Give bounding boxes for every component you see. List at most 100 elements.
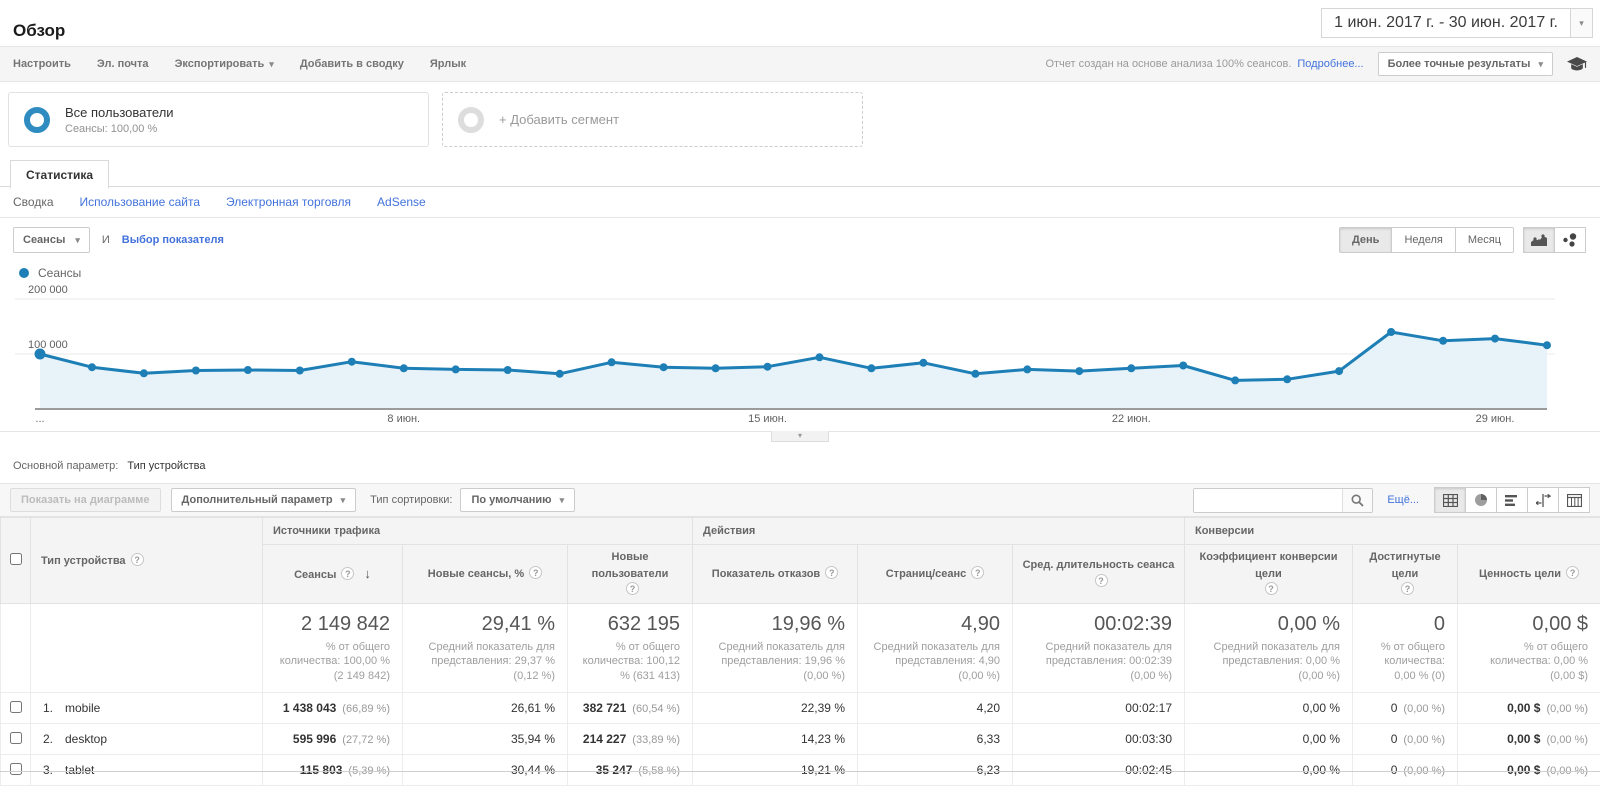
help-icon[interactable]: ? [1401, 582, 1414, 595]
granularity-group: День Неделя Месяц [1339, 227, 1514, 253]
metric-cell: 30,44 % [403, 755, 568, 786]
subnav-item-summary[interactable]: Сводка [13, 195, 54, 209]
legend-label: Сеансы [38, 266, 81, 280]
granularity-month-button[interactable]: Месяц [1455, 227, 1514, 253]
metric-cell: 595 996(27,72 %) [263, 724, 403, 755]
toolbar-item-add-to-dashboard[interactable]: Добавить в сводку [300, 58, 404, 70]
secondary-dimension-dropdown[interactable]: Дополнительный параметр ▾ [171, 488, 357, 512]
help-icon[interactable]: ? [626, 582, 639, 595]
comparison-view-button[interactable] [1527, 487, 1559, 513]
x-axis-tick: 22 июн. [1112, 413, 1151, 425]
column-header-new-users[interactable]: Новые пользователи? [568, 545, 693, 604]
toolbar-item-customize[interactable]: Настроить [13, 58, 71, 70]
help-icon[interactable]: ? [131, 553, 144, 566]
column-header-bounce-rate[interactable]: Показатель отказов? [693, 545, 858, 604]
chart-point [1231, 376, 1239, 384]
column-header-sessions[interactable]: Сеансы?↓ [263, 545, 403, 604]
segment-all-users[interactable]: Все пользователи Сеансы: 100,00 % [8, 92, 429, 147]
help-icon[interactable]: ? [1566, 566, 1579, 579]
grid-icon [1443, 494, 1458, 507]
metric-cell: 0,00 $(0,00 %) [1458, 693, 1600, 724]
chevron-down-icon: ▾ [269, 60, 274, 69]
granularity-week-button[interactable]: Неделя [1391, 227, 1455, 253]
row-checkbox[interactable] [10, 732, 22, 744]
segments-bar: Все пользователи Сеансы: 100,00 % + Доба… [0, 82, 1600, 159]
select-all-checkbox[interactable] [10, 553, 22, 565]
date-range-picker[interactable]: 1 июн. 2017 г. - 30 июн. 2017 г. ▾ [1321, 8, 1593, 38]
row-checkbox[interactable] [10, 701, 22, 713]
chevron-down-icon: ▾ [1538, 60, 1543, 69]
advanced-filter-link[interactable]: Ещё... [1387, 494, 1419, 506]
chart-point [1075, 367, 1083, 375]
toolbar-item-export[interactable]: Экспортировать▾ [175, 58, 274, 70]
help-icon[interactable]: ? [971, 566, 984, 579]
chart-point [712, 364, 720, 372]
chart-point [1491, 335, 1499, 343]
select-metric-link[interactable]: Выбор показателя [122, 234, 224, 246]
primary-dimension-row: Основной параметр: Тип устройства [0, 445, 1600, 483]
metric-cell: 382 721(60,54 %) [568, 693, 693, 724]
column-header-goal-value[interactable]: Ценность цели? [1458, 545, 1600, 604]
metric-cell: 0(0,00 %) [1353, 755, 1458, 786]
column-header-goal-completions[interactable]: Достигнутые цели? [1353, 545, 1458, 604]
dimension-column-header[interactable]: Тип устройства? [31, 518, 263, 604]
bubble-chart-icon [1562, 233, 1578, 247]
summary-pages-session: 4,90 [870, 613, 1000, 636]
metric-cell: 19,21 % [693, 755, 858, 786]
help-icon[interactable]: ? [1095, 574, 1108, 587]
percentage-view-button[interactable] [1465, 487, 1497, 513]
column-header-goal-conversion-rate[interactable]: Коэффициент конверсии цели? [1185, 545, 1353, 604]
summary-row: 2 149 842% от общего количества: 100,00 … [1, 603, 1600, 693]
table-search-input[interactable] [1194, 489, 1342, 512]
x-axis-tick: 15 июн. [748, 413, 787, 425]
table-view-button[interactable] [1434, 487, 1466, 513]
x-axis-labels: ...8 июн.15 июн.22 июн.29 июн. [15, 413, 1555, 429]
sort-desc-icon[interactable]: ↓ [364, 566, 371, 581]
search-button[interactable] [1342, 489, 1372, 512]
graduation-cap-icon[interactable] [1567, 57, 1587, 72]
chart-point [608, 358, 616, 366]
add-segment-label: + Добавить сегмент [499, 112, 619, 127]
motion-chart-view-button[interactable] [1554, 227, 1586, 253]
metric-cell: 0(0,00 %) [1353, 693, 1458, 724]
toolbar-item-email[interactable]: Эл. почта [97, 58, 149, 70]
group-header-behavior: Действия [693, 518, 1185, 545]
help-icon[interactable]: ? [341, 567, 354, 580]
column-header-pages-session[interactable]: Страниц/сеанс? [858, 545, 1013, 604]
column-header-avg-duration[interactable]: Сред. длительность сеанса? [1013, 545, 1185, 604]
sampling-more-link[interactable]: Подробнее... [1297, 58, 1363, 70]
line-chart-view-button[interactable] [1523, 227, 1555, 253]
pivot-view-button[interactable] [1558, 487, 1590, 513]
bars-icon [1505, 494, 1519, 507]
search-icon [1351, 494, 1364, 507]
performance-view-button[interactable] [1496, 487, 1528, 513]
sort-type-dropdown[interactable]: По умолчанию ▾ [460, 488, 575, 512]
date-range-dropdown-icon[interactable]: ▾ [1570, 9, 1592, 37]
plot-rows-button[interactable]: Показать на диаграмме [10, 488, 161, 512]
metric-select[interactable]: Сеансы ▾ [13, 227, 90, 253]
chart-collapse-handle[interactable]: ▾ [771, 431, 829, 442]
toolbar-item-shortcut[interactable]: Ярлык [430, 58, 466, 70]
x-axis-tick: 8 июн. [387, 413, 420, 425]
add-segment-button[interactable]: + Добавить сегмент [442, 92, 863, 147]
granularity-day-button[interactable]: День [1339, 227, 1393, 253]
metric-cell: 6,23 [858, 755, 1013, 786]
row-checkbox[interactable] [10, 763, 22, 775]
subnav-item-ecommerce[interactable]: Электронная торговля [226, 195, 351, 209]
segment-donut-icon [24, 107, 50, 133]
precision-dropdown[interactable]: Более точные результаты ▾ [1378, 52, 1553, 76]
primary-dimension-value[interactable]: Тип устройства [127, 460, 205, 472]
help-icon[interactable]: ? [1265, 582, 1278, 595]
tab-statistics[interactable]: Статистика [10, 160, 109, 189]
summary-new-sessions: 29,41 % [415, 613, 555, 636]
help-icon[interactable]: ? [529, 566, 542, 579]
metric-cell: 115 803(5,39 %) [263, 755, 403, 786]
metric-cell: 00:02:45 [1013, 755, 1185, 786]
column-header-new-sessions[interactable]: Новые сеансы, %? [403, 545, 568, 604]
page-title: Обзор [13, 21, 65, 41]
help-icon[interactable]: ? [825, 566, 838, 579]
subnav-item-site-usage[interactable]: Использование сайта [80, 195, 201, 209]
chart-point [1127, 364, 1135, 372]
subnav-item-adsense[interactable]: AdSense [377, 195, 426, 209]
